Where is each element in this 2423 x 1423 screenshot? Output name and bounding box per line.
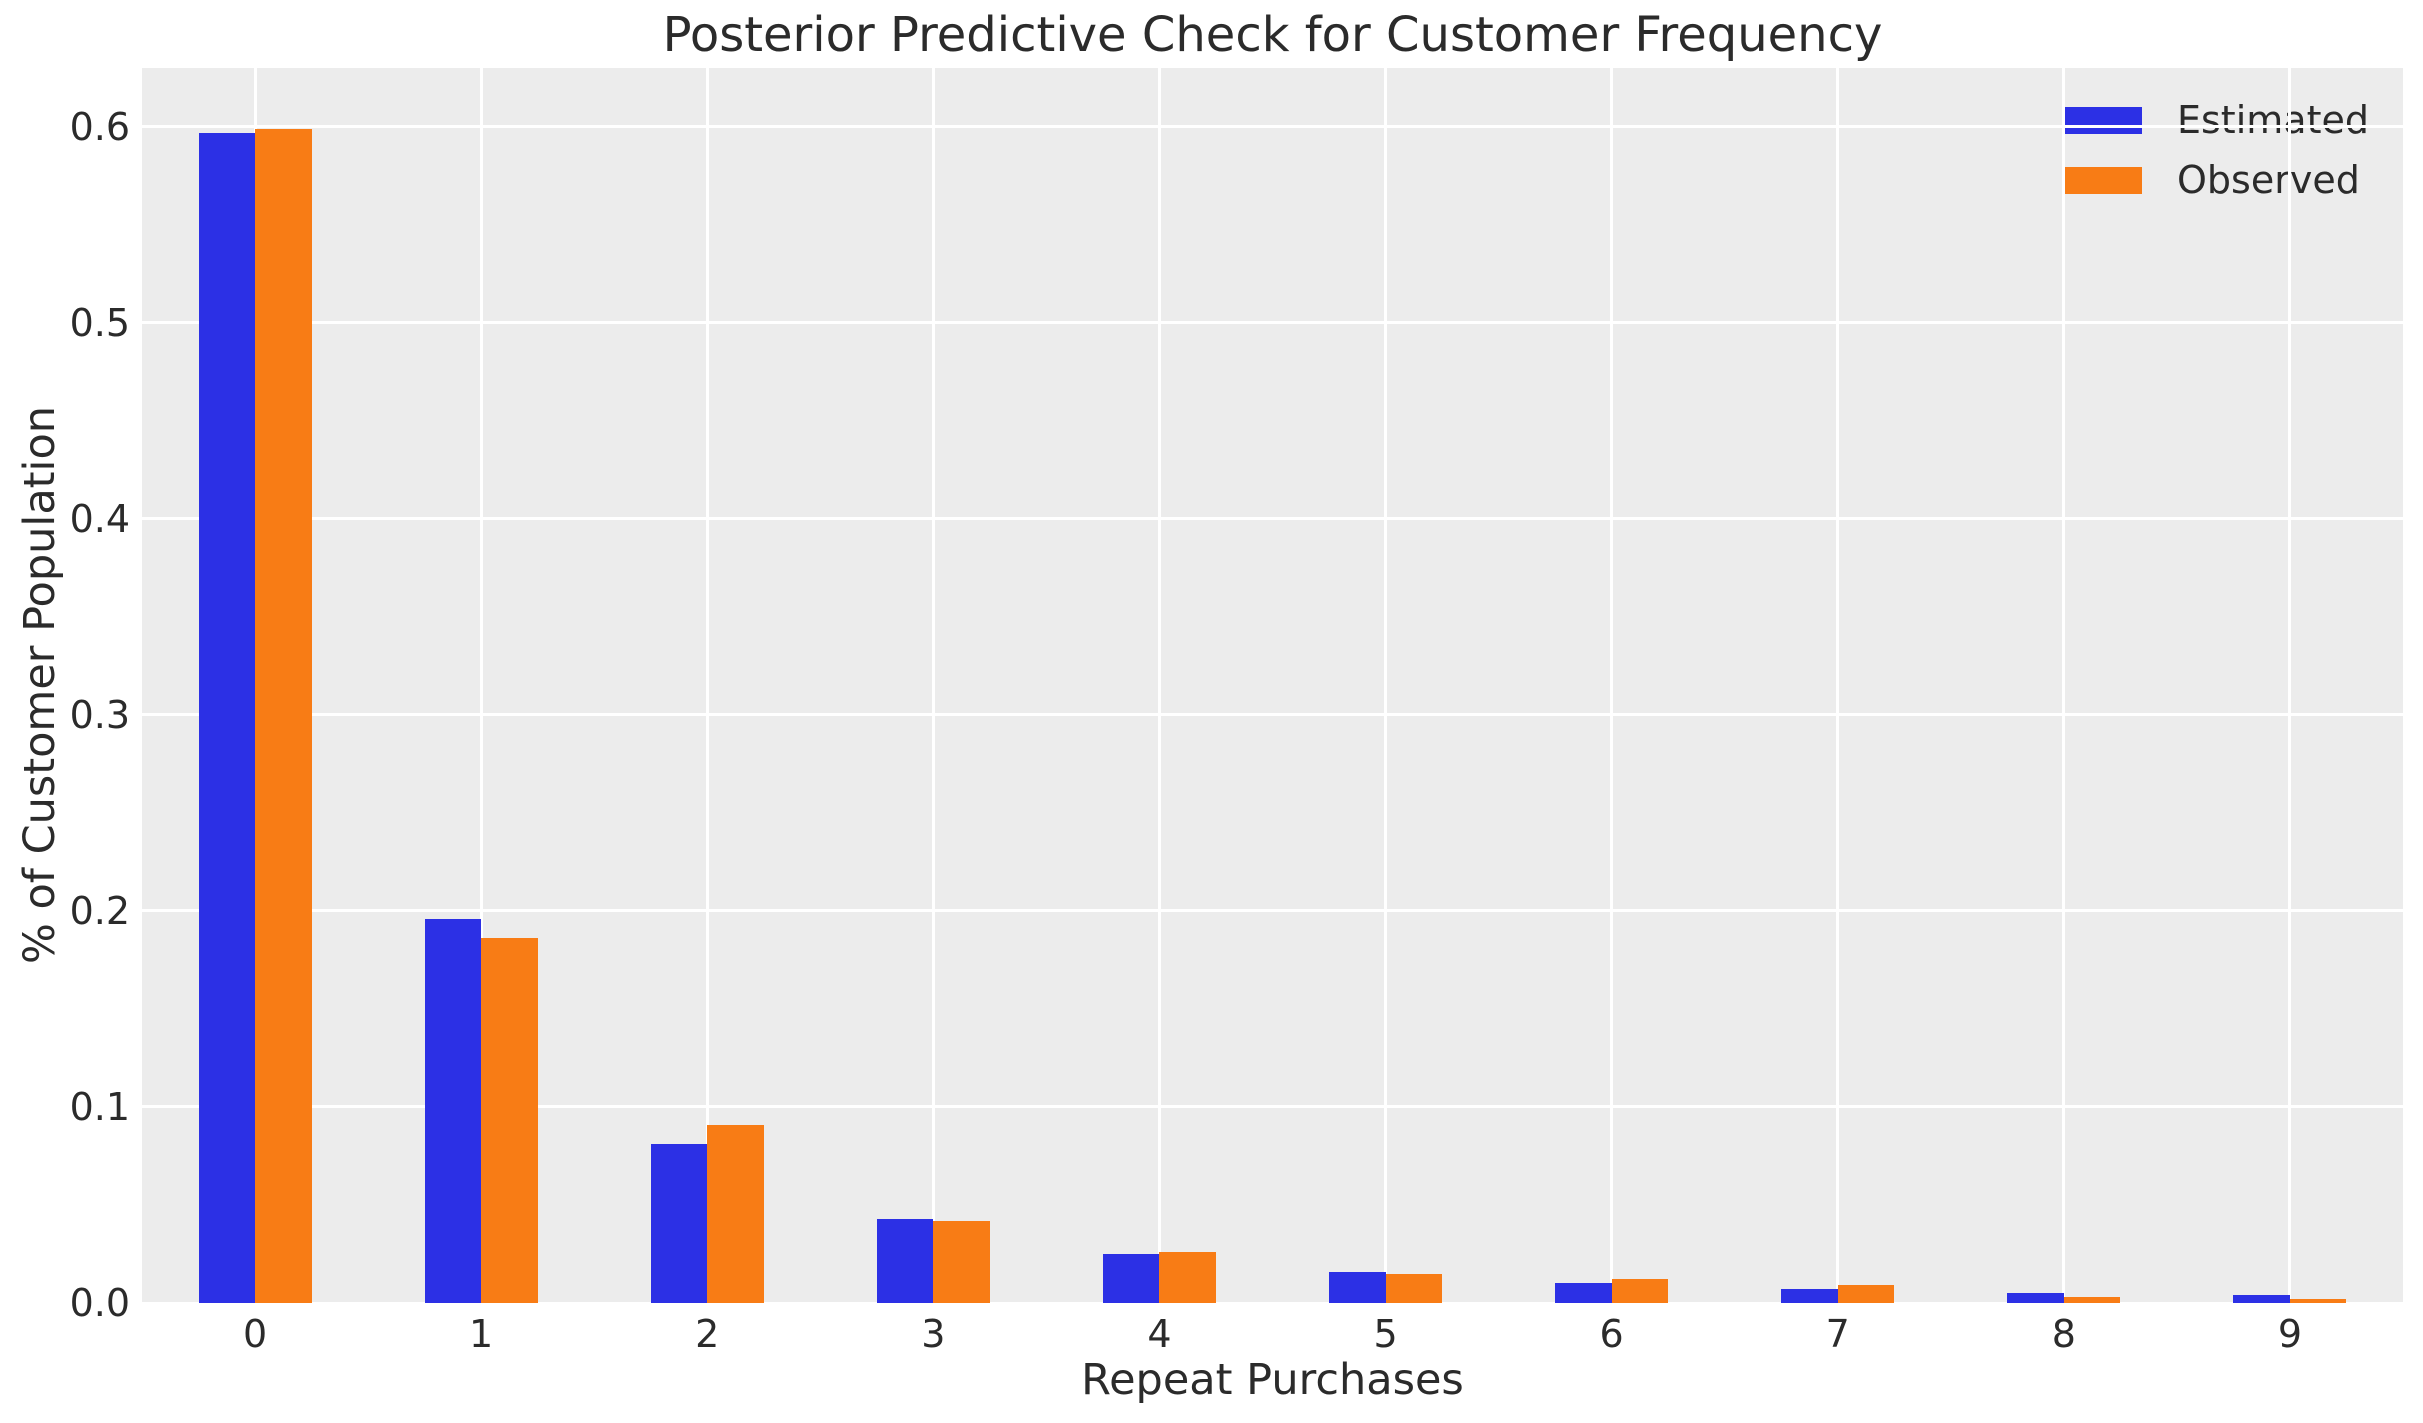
h-gridline [142,321,2403,325]
y-axis-label: % of Customer Population [15,405,65,965]
v-gridline [1157,68,1161,1303]
v-gridline [1610,68,1614,1303]
h-gridline [142,517,2403,521]
v-gridline [479,68,483,1303]
x-tick-label: 0 [242,1312,268,1356]
bar-observed-8 [2063,1297,2121,1303]
bar-estimated-8 [2007,1293,2064,1303]
bar-observed-7 [1837,1285,1895,1303]
y-tick-label: 0.6 [69,104,130,149]
bar-estimated-3 [876,1218,934,1303]
x-tick-label: 9 [2277,1312,2303,1356]
y-tick-label: 0.3 [69,692,130,737]
bar-observed-2 [707,1124,764,1303]
legend: Estimated Observed [2062,90,2369,210]
v-gridline [1836,68,1840,1303]
bar-observed-6 [1611,1279,1669,1303]
x-tick-label: 3 [921,1312,946,1356]
bar-estimated-6 [1555,1283,1612,1303]
v-gridline [2288,68,2292,1303]
h-gridline [142,909,2403,913]
legend-item-observed: Observed [2062,150,2369,210]
bar-observed-4 [1159,1252,1216,1303]
v-gridline [705,68,709,1303]
h-gridline [142,713,2403,717]
legend-label: Estimated [2177,98,2369,142]
x-tick-label: 5 [1373,1312,1398,1356]
legend-swatch-observed [2062,166,2142,194]
h-gridline [142,1105,2403,1109]
x-tick-label: 2 [695,1312,720,1356]
bar-observed-3 [933,1220,990,1303]
x-axis-label: Repeat Purchases [1081,1355,1464,1405]
legend-label: Observed [2177,158,2360,202]
x-tick-label: 4 [1147,1312,1172,1356]
bar-observed-1 [481,938,538,1303]
legend-swatch-estimated [2062,106,2142,134]
h-gridline [142,1301,2403,1305]
bar-estimated-4 [1102,1254,1160,1303]
h-gridline [142,125,2403,129]
x-tick-label: 8 [2051,1312,2076,1356]
v-gridline [1384,68,1388,1303]
bar-observed-5 [1385,1273,1443,1303]
y-tick-label: 0.4 [69,496,130,541]
plot-area: Estimated Observed [142,68,2403,1305]
legend-item-estimated: Estimated [2062,90,2369,150]
y-tick-label: 0.0 [69,1281,130,1325]
v-gridline [2062,68,2066,1303]
bar-estimated-2 [650,1144,708,1303]
bar-observed-0 [255,128,312,1303]
bar-estimated-0 [198,132,256,1303]
x-tick-label: 1 [469,1312,494,1356]
x-tick-label: 6 [1599,1312,1624,1356]
y-tick-label: 0.5 [69,300,130,345]
x-tick-label: 7 [1825,1312,1850,1356]
y-tick-label: 0.1 [69,1084,130,1129]
y-tick-label: 0.2 [69,888,130,933]
bar-observed-9 [2289,1299,2347,1303]
bar-estimated-7 [1781,1289,1838,1303]
chart-title: Posterior Predictive Check for Customer … [662,7,1883,63]
bar-estimated-9 [2233,1295,2290,1303]
bar-estimated-1 [424,918,482,1303]
bar-estimated-5 [1329,1271,1386,1303]
v-gridline [931,68,935,1303]
